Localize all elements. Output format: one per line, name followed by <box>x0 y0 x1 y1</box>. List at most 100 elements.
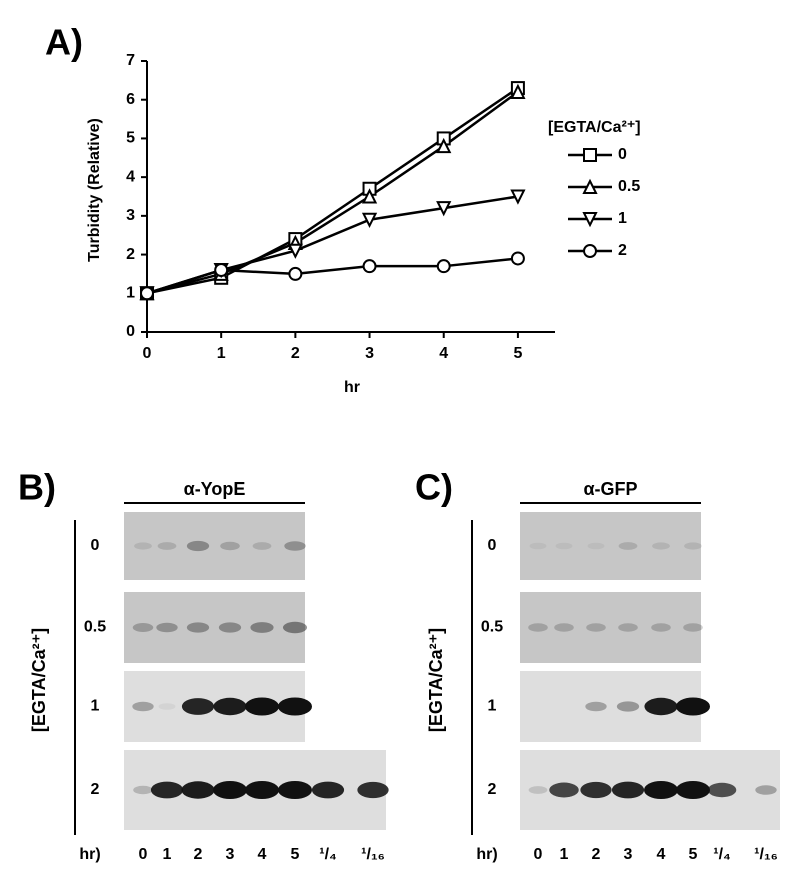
lane-label: 1 <box>560 846 569 863</box>
band <box>528 623 548 632</box>
row-label: 0 <box>91 537 100 554</box>
x-tick-label: 0 <box>143 345 152 362</box>
lane-label: 4 <box>657 846 666 863</box>
marker <box>214 263 229 278</box>
band <box>252 542 272 550</box>
band <box>585 701 607 712</box>
marker <box>436 259 451 274</box>
blot-image <box>124 592 305 663</box>
row-title: [EGTA/Ca²⁺] <box>29 628 49 732</box>
band <box>618 542 638 550</box>
band <box>651 623 671 632</box>
band <box>652 542 670 550</box>
lane-label: ¹/₁₆ <box>361 846 385 863</box>
band <box>616 701 640 712</box>
y-tick-label: 1 <box>126 285 135 302</box>
marker <box>140 286 154 301</box>
x-axis-title: hr <box>344 379 360 396</box>
band <box>282 621 308 634</box>
band <box>278 781 312 799</box>
band <box>586 623 606 632</box>
lane-label: 2 <box>194 846 203 863</box>
blot-image <box>124 512 305 580</box>
lanes-title: hr) <box>79 846 100 863</box>
row-label: 0.5 <box>84 619 106 636</box>
marker <box>361 212 378 228</box>
marker <box>361 188 378 204</box>
band <box>181 698 215 715</box>
x-tick-label: 2 <box>291 345 300 362</box>
band <box>218 622 242 633</box>
y-tick-label: 5 <box>126 130 135 147</box>
band <box>134 542 152 550</box>
band <box>132 701 154 712</box>
row-title: [EGTA/Ca²⁺] <box>426 628 446 732</box>
row-label: 2 <box>488 781 497 798</box>
row-label: 1 <box>488 698 497 715</box>
band <box>529 542 547 550</box>
series-line <box>146 87 519 295</box>
band <box>707 782 737 798</box>
marker <box>582 212 598 228</box>
y-tick-label: 2 <box>126 246 135 263</box>
lanes-title: hr) <box>476 846 497 863</box>
band <box>580 781 612 799</box>
blot-image <box>520 512 701 580</box>
band <box>132 623 154 632</box>
legend-label: 0.5 <box>618 178 640 195</box>
marker <box>436 137 452 154</box>
marker <box>583 244 597 258</box>
series-line <box>146 90 519 295</box>
band <box>250 622 274 633</box>
y-tick-label: 3 <box>126 207 135 224</box>
band <box>133 785 153 795</box>
band <box>278 697 312 716</box>
band <box>311 781 345 799</box>
band <box>245 781 279 799</box>
legend-label: 1 <box>618 210 627 227</box>
band <box>156 622 178 633</box>
marker <box>436 201 452 217</box>
lane-label: 2 <box>592 846 601 863</box>
band <box>158 703 176 710</box>
band <box>644 781 678 799</box>
x-tick-label: 4 <box>439 345 448 362</box>
band <box>676 697 710 716</box>
band <box>554 623 574 632</box>
band <box>618 623 638 632</box>
marker <box>287 243 303 259</box>
band <box>357 781 389 799</box>
row-label: 2 <box>91 781 100 798</box>
band <box>683 623 703 632</box>
band <box>684 542 702 550</box>
band <box>587 542 605 550</box>
marker <box>288 266 303 281</box>
band <box>611 781 645 799</box>
band <box>186 622 210 633</box>
row-label: 0 <box>488 537 497 554</box>
lane-label: ¹/₁₆ <box>754 846 778 863</box>
band <box>549 782 579 798</box>
panel-label: A) <box>45 22 83 63</box>
lane-label: 0 <box>139 846 148 863</box>
band <box>755 785 777 795</box>
band <box>157 542 177 550</box>
row-label: 0.5 <box>481 619 503 636</box>
y-tick-label: 4 <box>126 168 135 185</box>
band <box>676 781 710 799</box>
band <box>284 541 306 551</box>
y-tick-label: 0 <box>126 323 135 340</box>
lane-label: 4 <box>258 846 267 863</box>
marker <box>362 259 377 274</box>
lane-label: 3 <box>226 846 235 863</box>
panel-label: B) <box>18 467 56 508</box>
lane-label: 3 <box>624 846 633 863</box>
marker <box>510 83 526 99</box>
y-tick-label: 7 <box>126 52 135 69</box>
band <box>213 697 247 716</box>
lane-label: 5 <box>291 846 300 863</box>
row-label: 1 <box>91 698 100 715</box>
legend-title: [EGTA/Ca²⁺] <box>548 119 641 136</box>
band <box>528 786 548 794</box>
